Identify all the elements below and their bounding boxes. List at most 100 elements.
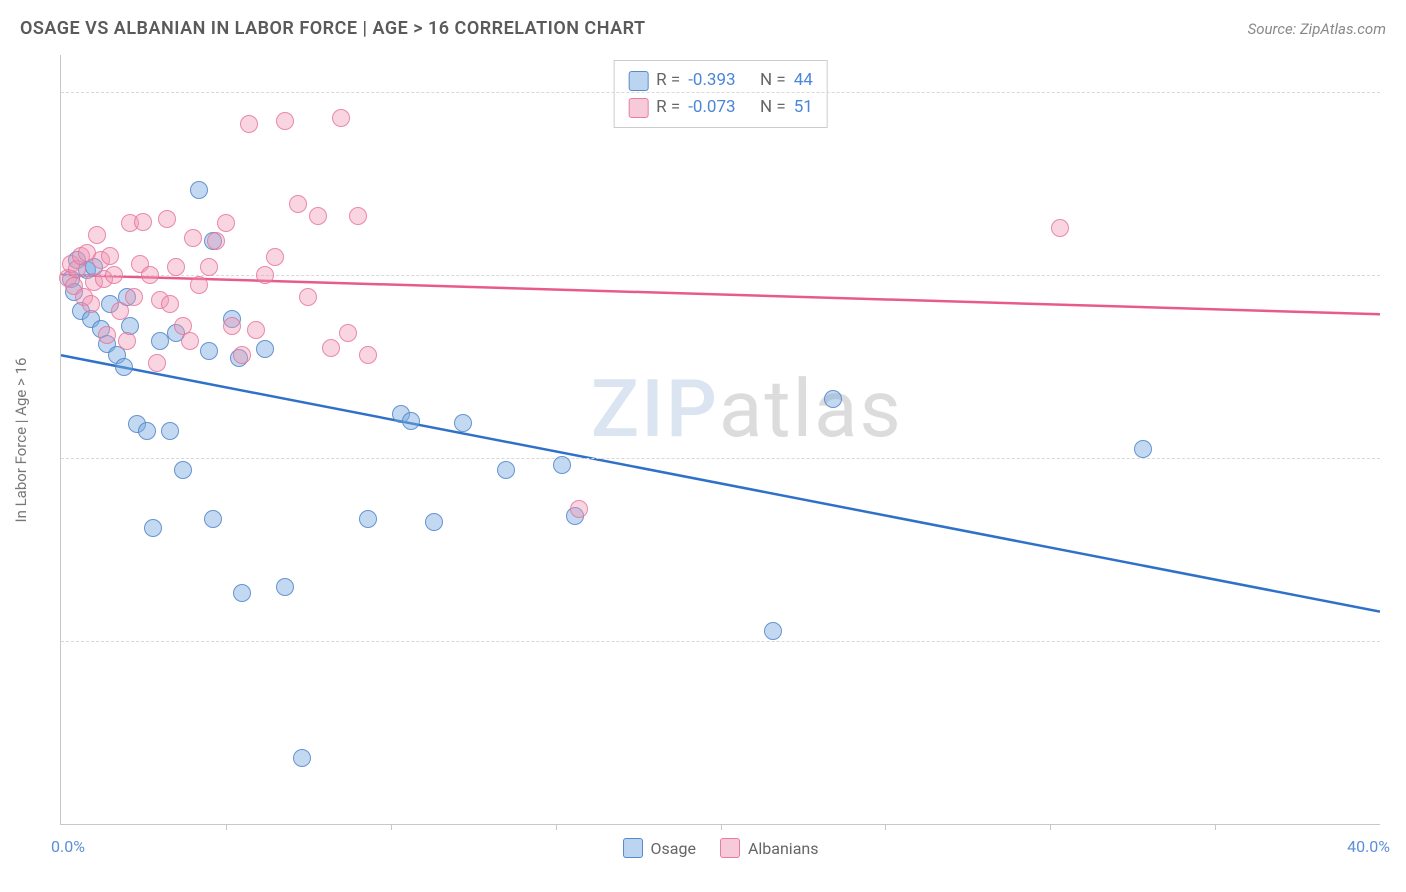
correlation-stats-box: R = -0.393 N = 44 R = -0.073 N = 51 [613, 60, 828, 128]
stats-row-osage: R = -0.393 N = 44 [628, 67, 813, 94]
scatter-point [207, 232, 225, 250]
scatter-point [115, 358, 133, 376]
scatter-point [276, 112, 294, 130]
y-tick-label: 80.0% [1390, 82, 1406, 101]
y-axis-title: In Labor Force | Age > 16 [12, 357, 30, 522]
scatter-point [276, 578, 294, 596]
scatter-point [88, 226, 106, 244]
scatter-point [105, 266, 123, 284]
x-tick [721, 824, 722, 830]
scatter-point [204, 510, 222, 528]
stat-label-n: N = [760, 94, 786, 121]
scatter-point [339, 324, 357, 342]
scatter-point [764, 622, 782, 640]
scatter-point [266, 248, 284, 266]
scatter-point [402, 412, 420, 430]
scatter-point [1051, 219, 1069, 237]
swatch-icon [628, 98, 648, 118]
stat-n-value: 44 [794, 67, 813, 94]
y-tick-label: 55.0% [1390, 448, 1406, 467]
gridline [61, 458, 1380, 459]
y-tick-label: 42.5% [1390, 631, 1406, 650]
scatter-point [1134, 440, 1152, 458]
scatter-point [322, 339, 340, 357]
scatter-point [82, 295, 100, 313]
scatter-point [111, 302, 129, 320]
scatter-point [309, 207, 327, 225]
scatter-point [151, 332, 169, 350]
scatter-point [223, 317, 241, 335]
scatter-point [256, 340, 274, 358]
x-tick [556, 824, 557, 830]
trend-line [61, 355, 1380, 611]
scatter-point [349, 207, 367, 225]
scatter-point [141, 266, 159, 284]
scatter-point [332, 109, 350, 127]
gridline [61, 92, 1380, 93]
trend-lines [61, 55, 1380, 824]
watermark-zip: ZIP [591, 362, 719, 456]
scatter-point [167, 258, 185, 276]
scatter-point [454, 414, 472, 432]
scatter-point [138, 422, 156, 440]
scatter-point [359, 346, 377, 364]
header-bar: OSAGE VS ALBANIAN IN LABOR FORCE | AGE >… [0, 0, 1406, 49]
scatter-point [299, 288, 317, 306]
x-axis-min-label: 0.0% [51, 837, 85, 856]
stat-n-value: 51 [794, 94, 813, 121]
scatter-point [148, 354, 166, 372]
scatter-point [233, 346, 251, 364]
scatter-point [98, 326, 116, 344]
scatter-point [161, 422, 179, 440]
scatter-point [425, 513, 443, 531]
scatter-point [570, 500, 588, 518]
chart-title: OSAGE VS ALBANIAN IN LABOR FORCE | AGE >… [20, 18, 646, 39]
scatter-point [497, 461, 515, 479]
legend-label: Albanians [748, 839, 819, 858]
scatter-point [118, 332, 136, 350]
swatch-icon [623, 838, 643, 858]
scatter-point [293, 749, 311, 767]
stat-r-value: -0.393 [688, 67, 735, 94]
legend-item-albanians: Albanians [720, 838, 819, 858]
scatter-point [125, 288, 143, 306]
watermark-atlas: atlas [719, 362, 903, 456]
stat-label-r: R = [656, 94, 680, 121]
scatter-point [144, 519, 162, 537]
scatter-point [134, 213, 152, 231]
scatter-point [824, 390, 842, 408]
scatter-point [247, 321, 265, 339]
scatter-point [233, 584, 251, 602]
stat-label-n: N = [760, 67, 786, 94]
scatter-point [256, 266, 274, 284]
scatter-point [158, 210, 176, 228]
scatter-point [359, 510, 377, 528]
scatter-point [553, 456, 571, 474]
source-label: Source: ZipAtlas.com [1248, 20, 1386, 38]
x-tick [885, 824, 886, 830]
scatter-point [161, 295, 179, 313]
legend-item-osage: Osage [623, 838, 696, 858]
scatter-chart: ZIPatlas In Labor Force | Age > 16 R = -… [60, 55, 1380, 825]
scatter-point [217, 214, 235, 232]
x-tick [226, 824, 227, 830]
scatter-point [184, 229, 202, 247]
stats-row-albanians: R = -0.073 N = 51 [628, 94, 813, 121]
scatter-point [174, 461, 192, 479]
x-tick [1215, 824, 1216, 830]
stat-r-value: -0.073 [688, 94, 735, 121]
gridline [61, 641, 1380, 642]
x-tick [1050, 824, 1051, 830]
scatter-point [101, 247, 119, 265]
legend: Osage Albanians [623, 838, 819, 858]
scatter-point [240, 115, 258, 133]
scatter-point [181, 332, 199, 350]
swatch-icon [628, 71, 648, 91]
swatch-icon [720, 838, 740, 858]
watermark: ZIPatlas [591, 362, 903, 456]
x-axis-max-label: 40.0% [1347, 837, 1390, 856]
scatter-point [190, 276, 208, 294]
y-tick-label: 67.5% [1390, 265, 1406, 284]
scatter-point [190, 181, 208, 199]
scatter-point [200, 258, 218, 276]
